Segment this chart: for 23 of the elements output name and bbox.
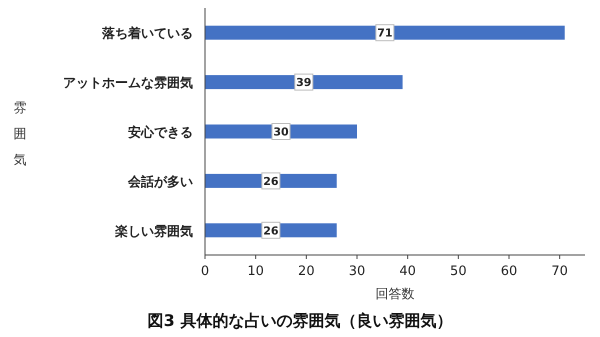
data-label: 30 [273,126,289,138]
y-tick-label: アットホームな雰囲気 [63,76,193,92]
text: 図3 具体的な占いの雰囲気（良い雰囲気） [148,311,452,330]
x-tick-label: 70 [551,264,568,279]
y-tick-label: 安心できる [128,124,193,140]
x-tick-label: 50 [450,264,467,279]
y-tick-label: 楽しい雰囲気 [114,224,193,240]
data-label: 26 [263,174,279,188]
x-tick-label: 10 [247,264,264,279]
bar [205,26,565,40]
x-tick-label: 60 [500,264,518,279]
data-label: 26 [263,224,279,238]
x-tick-label: 40 [399,264,416,279]
bar [205,75,403,90]
y-tick-label: 会話が多い [127,174,193,190]
x-tick-label: 0 [200,264,210,279]
x-tick-label: 30 [348,264,366,279]
y-axis-title: 雰囲気 [14,101,26,168]
y-tick-label: 落ち着いている [101,26,193,42]
x-axis-title: 回答数 [376,287,414,302]
x-tick-label: 20 [298,264,315,279]
data-label: 71 [377,26,393,40]
data-label: 39 [296,76,312,90]
